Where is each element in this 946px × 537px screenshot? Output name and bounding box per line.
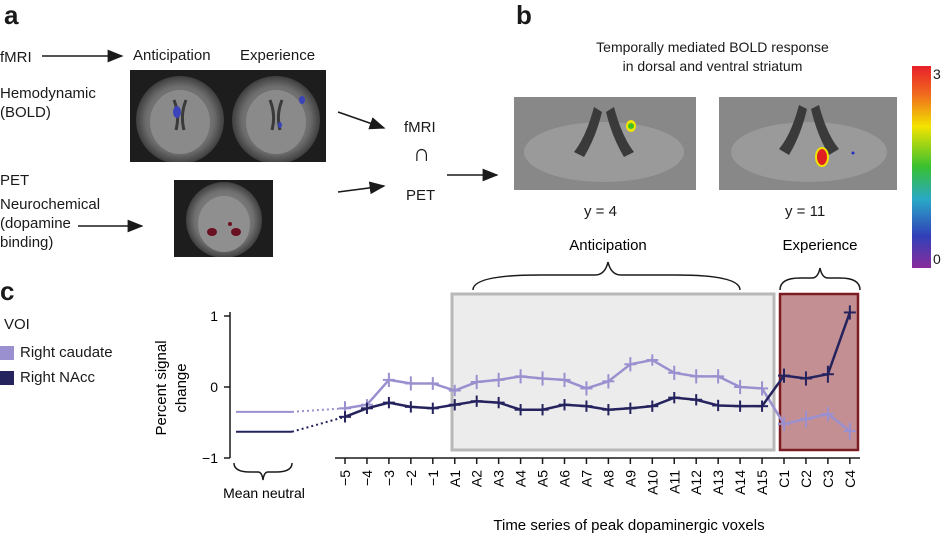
- x-tick-label: A7: [578, 470, 594, 487]
- y-axis-label-line2: change: [173, 363, 190, 412]
- colorbar-max-label: 3: [933, 66, 941, 82]
- neurochemical-label: Neurochemical: [0, 196, 101, 213]
- series-right-caudate: [236, 354, 856, 440]
- legend-swatch-nacc: [0, 371, 14, 385]
- hemodynamic-label: Hemodynamic: [0, 85, 96, 102]
- x-tick-label: C3: [820, 470, 836, 488]
- x-tick-label: A5: [535, 470, 551, 487]
- panel-b-letter: b: [516, 0, 532, 30]
- striatum-slice-y11: [719, 97, 897, 190]
- intersect-pet-label: PET: [406, 187, 436, 204]
- anticipation-brace: [472, 261, 741, 291]
- panel-b-title-line1: Temporally mediated BOLD response: [596, 39, 829, 55]
- x-tick-label: A10: [644, 470, 660, 495]
- colorbar-min-label: 0: [933, 251, 941, 267]
- mean-neutral-connector: [291, 407, 346, 413]
- panel-a-letter: a: [4, 0, 19, 30]
- x-axis-label: Time series of peak dopaminergic voxels: [493, 517, 764, 534]
- series-right-nacc: [236, 305, 856, 433]
- mean-neutral-label: Mean neutral: [223, 485, 305, 501]
- panel-c-letter: c: [0, 276, 15, 306]
- mean-neutral-connector: [291, 415, 346, 433]
- x-tick-label: A12: [688, 470, 704, 495]
- x-tick-label: −5: [337, 470, 353, 486]
- x-tick-label: A11: [666, 470, 682, 494]
- anticipation-bracket-label: Anticipation: [569, 237, 647, 254]
- x-tick-label: C2: [798, 470, 814, 488]
- binding-label: binding): [0, 234, 54, 251]
- legend-label-nacc: Right NAcc: [20, 369, 96, 386]
- anticipation-box: [450, 292, 776, 452]
- intersect-fmri-label: fMRI: [404, 119, 436, 136]
- mean-neutral-brace: [233, 462, 293, 481]
- slice-y11-label: y = 11: [785, 203, 826, 220]
- x-tick-label: A15: [754, 470, 770, 495]
- intersect-symbol: ∩: [413, 140, 431, 167]
- x-tick-label: C4: [842, 470, 858, 488]
- x-tick-label: C1: [776, 470, 792, 488]
- legend-swatch-caudate: [0, 346, 14, 360]
- panel-a-arrows: [42, 49, 499, 233]
- y-tick-label: 0: [210, 379, 218, 395]
- x-tick-label: A9: [622, 470, 638, 487]
- experience-label: Experience: [240, 47, 316, 64]
- x-tick-label: −4: [359, 470, 375, 486]
- y-tick-label: 1: [210, 308, 218, 324]
- x-tick-label: A13: [710, 470, 726, 495]
- y-axis-label-line1: Percent signal: [153, 340, 170, 435]
- x-tick-label: A2: [469, 470, 485, 487]
- pet-brain-slice: [174, 180, 273, 257]
- x-tick-label: A14: [732, 470, 748, 495]
- fmri-brain-slices: [130, 70, 326, 162]
- experience-brace: [779, 267, 861, 291]
- fmri-label: fMRI: [0, 49, 32, 66]
- x-tick-label: A1: [447, 470, 463, 487]
- x-tick-label: −2: [403, 470, 419, 486]
- x-tick-label: −3: [381, 470, 397, 486]
- panel-b-title-line2: in dorsal and ventral striatum: [622, 58, 803, 74]
- y-tick-label: −1: [202, 450, 218, 466]
- bold-label: (BOLD): [0, 104, 51, 121]
- legend-label-caudate: Right caudate: [20, 344, 113, 361]
- experience-bracket-label: Experience: [782, 237, 857, 254]
- x-tick-label: A8: [600, 470, 616, 487]
- x-tick-label: −1: [425, 470, 441, 486]
- voi-label: VOI: [4, 316, 30, 333]
- slice-y4-label: y = 4: [584, 203, 617, 220]
- x-tick-label: A6: [557, 470, 573, 487]
- dopamine-label: (dopamine: [0, 215, 71, 232]
- experience-box: [778, 292, 860, 452]
- colorbar: [912, 66, 931, 268]
- anticipation-label: Anticipation: [133, 47, 211, 64]
- striatum-slice-y4: [514, 97, 696, 190]
- x-tick-label: A3: [491, 470, 507, 487]
- pet-label: PET: [0, 172, 30, 189]
- x-tick-label: A4: [513, 470, 529, 487]
